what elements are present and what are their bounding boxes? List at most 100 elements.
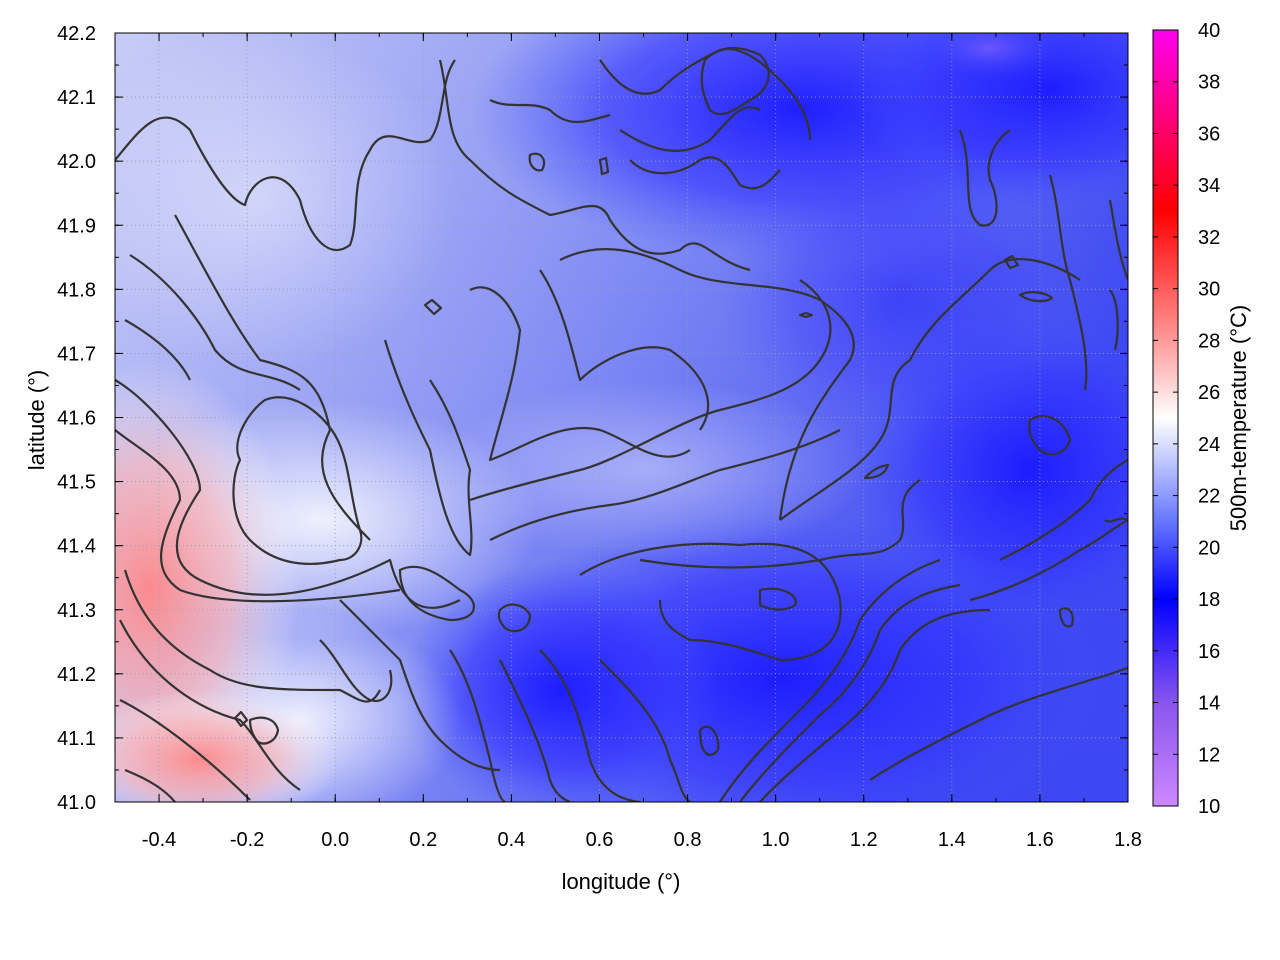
colorbar-tick-labels: 10 12 14 16 18 20 22 24 26 28 30 32 34 36 38 40 (1198, 20, 1220, 818)
colorbar-tick-label: 36 (1198, 123, 1220, 145)
x-axis-tick-labels: -0.4 -0.2 0.0 0.2 0.4 0.6 0.8 1.0 1.2 1.4 1.6 1.8 (142, 829, 1142, 851)
contour-line (248, 716, 280, 745)
colorbar-tick-label: 32 (1198, 227, 1220, 249)
contour-line (598, 156, 610, 176)
contour-line (469, 286, 691, 462)
x-tick-label: 1.2 (850, 829, 878, 851)
colorbar-tick-label: 10 (1198, 796, 1220, 818)
axis-ticks (114, 32, 1129, 803)
contour-line (1018, 291, 1054, 303)
contour-line (969, 519, 1128, 602)
x-tick-label: -0.2 (230, 829, 264, 851)
contour-line (115, 379, 461, 609)
contour-line (639, 479, 921, 569)
y-axis-tick-labels: 41.0 41.1 41.2 41.3 41.4 41.5 41.6 41.7 41.8 41.9… (57, 23, 96, 814)
y-axis-title: latitude (°) (24, 370, 49, 471)
contour-line (619, 106, 761, 152)
contour-line (233, 710, 249, 728)
contour-line (700, 47, 770, 116)
colorbar-tick-label: 30 (1198, 279, 1220, 301)
y-tick-label: 41.1 (57, 728, 96, 750)
contour-line (489, 429, 841, 541)
contour-line (423, 298, 443, 316)
contour-line (489, 99, 611, 124)
y-tick-label: 41.0 (57, 792, 96, 814)
colorbar-tick-label: 24 (1198, 434, 1220, 456)
contour-line (958, 129, 1011, 227)
contour-line (129, 254, 301, 391)
x-tick-label: 0.0 (321, 829, 349, 851)
x-tick-label: 1.8 (1114, 829, 1142, 851)
contour-line (1003, 254, 1020, 270)
contour-line (539, 649, 641, 802)
contour-line (449, 649, 506, 802)
x-tick-label: 0.6 (586, 829, 614, 851)
contour-line (528, 152, 546, 172)
colorbar-ticks (1153, 29, 1178, 807)
contour-line (779, 258, 1081, 521)
contour-line (398, 565, 476, 622)
colorbar-tick-label: 12 (1198, 744, 1220, 766)
y-tick-label: 41.8 (57, 279, 96, 301)
colorbar-tick-label: 26 (1198, 382, 1220, 404)
x-tick-label: 0.2 (409, 829, 437, 851)
contour-line (115, 429, 401, 603)
y-tick-label: 42.2 (57, 23, 96, 45)
y-tick-label: 41.2 (57, 664, 96, 686)
contour-line (1028, 414, 1072, 456)
colorbar-tick-label: 40 (1198, 20, 1220, 42)
x-tick-label: 1.6 (1026, 829, 1054, 851)
contour-line (1104, 517, 1128, 523)
x-axis-title: longitude (°) (562, 869, 681, 894)
contour-lines (115, 47, 1128, 802)
contour-line (1058, 607, 1074, 628)
x-tick-label: 0.8 (674, 829, 702, 851)
colorbar-tick-label: 28 (1198, 330, 1220, 352)
contour-line (999, 459, 1128, 561)
contour-line (124, 768, 176, 802)
colorbar-tick-label: 20 (1198, 537, 1220, 559)
contour-line (1108, 199, 1128, 281)
contour-line (232, 396, 363, 566)
x-tick-label: 1.0 (762, 829, 790, 851)
y-tick-label: 41.9 (57, 215, 96, 237)
y-tick-label: 42.0 (57, 151, 96, 173)
contour-line (319, 639, 393, 703)
colorbar-tick-label: 22 (1198, 486, 1220, 508)
contour-line (438, 59, 751, 272)
y-tick-label: 41.3 (57, 600, 96, 622)
contour-line (383, 339, 473, 557)
contour-line (124, 319, 191, 381)
y-tick-label: 42.1 (57, 87, 96, 109)
contour-line (629, 156, 781, 190)
y-tick-label: 41.7 (57, 343, 96, 365)
contour-line (497, 603, 532, 633)
contour-line (798, 311, 814, 319)
contour-line (1109, 289, 1119, 351)
colorbar-tick-label: 16 (1198, 641, 1220, 663)
x-tick-label: -0.4 (142, 829, 176, 851)
contour-line (599, 659, 691, 802)
contour-line (719, 558, 941, 802)
contour-line (759, 608, 991, 802)
colorbar-tick-label: 34 (1198, 175, 1220, 197)
contour-line (123, 569, 381, 703)
contour-line (469, 279, 832, 502)
colorbar-title: 500m-temperature (°C) (1226, 305, 1251, 531)
x-tick-label: 1.4 (938, 829, 966, 851)
contour-line (698, 725, 720, 756)
contour-line (174, 214, 371, 541)
contour-line (863, 463, 890, 480)
contour-line (499, 659, 571, 802)
contour-line (115, 59, 456, 252)
y-tick-label: 41.5 (57, 472, 96, 494)
contour-line (119, 699, 251, 801)
contour-line (539, 269, 710, 431)
y-tick-label: 41.6 (57, 408, 96, 430)
colorbar-tick-label: 14 (1198, 693, 1220, 715)
colorbar (1152, 29, 1179, 807)
colorbar-tick-label: 38 (1198, 72, 1220, 94)
x-tick-label: 0.4 (497, 829, 525, 851)
contour-line (758, 587, 797, 611)
